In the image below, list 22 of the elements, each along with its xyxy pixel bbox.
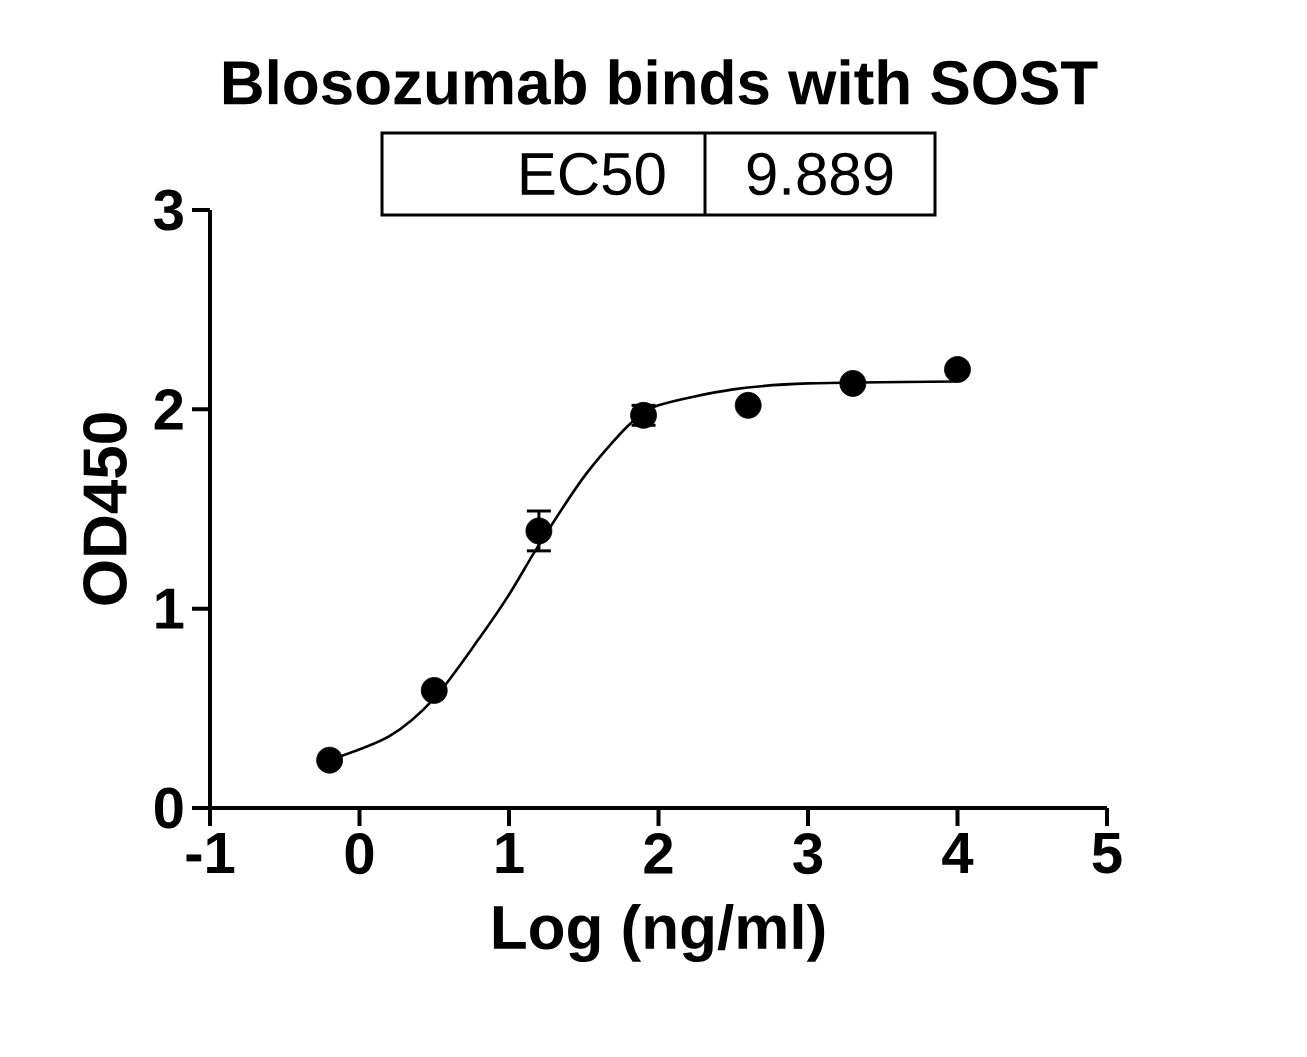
point (525, 517, 553, 545)
x-tick-label: 1 (496, 833, 524, 873)
y-tick-label: 2 (154, 389, 183, 430)
point (316, 746, 343, 774)
x-tick-label: 5 (1092, 833, 1122, 874)
x-axis-title: Log (ng/ml) (493, 903, 825, 963)
x-tick-label: 4 (942, 833, 974, 873)
text: EC50 (521, 152, 665, 196)
point (839, 370, 867, 397)
text: 9.889 (747, 152, 893, 196)
y-axis-title: OD450 (83, 413, 127, 605)
point (420, 676, 448, 704)
x-tick-label: 3 (793, 833, 823, 875)
point (734, 391, 762, 419)
y-tick-label: 3 (154, 189, 183, 231)
x-tick-label: -1 (186, 833, 235, 873)
y-tick-label: 0 (154, 787, 183, 829)
point (944, 356, 971, 383)
x-tick-label: 2 (644, 833, 673, 874)
y-tick-label: 1 (156, 588, 184, 629)
chart-title: Blosozumab binds with SOST (223, 59, 1098, 105)
x-tick-label: 0 (345, 833, 374, 875)
